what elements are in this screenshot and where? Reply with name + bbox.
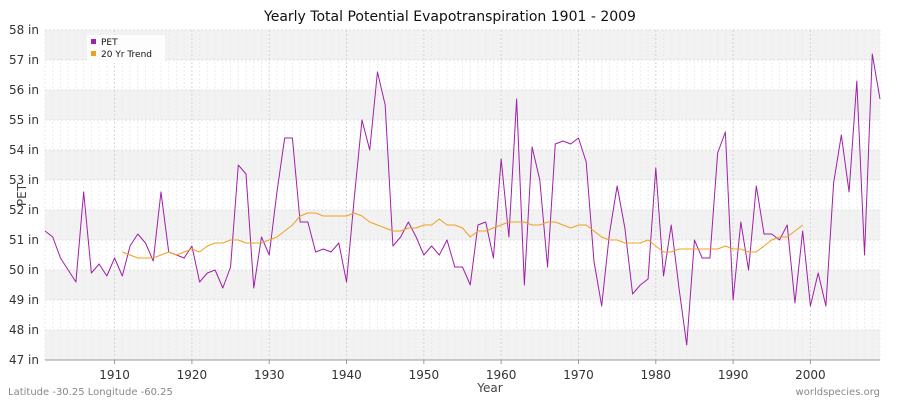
y-tick-label: 56 in <box>9 83 39 97</box>
y-tick-label: 58 in <box>9 23 39 37</box>
series-lines <box>44 53 881 346</box>
y-tick-label: 57 in <box>9 53 39 67</box>
x-axis: 1910 1920 1930 1940 1950 1960 1970 1980 1990 2000 <box>99 360 826 382</box>
y-tick-label: 47 in <box>9 353 39 367</box>
x-tick-label: 1950 <box>409 368 440 382</box>
x-tick-label: 1960 <box>486 368 517 382</box>
legend-swatch-pet <box>91 39 96 44</box>
x-tick-label: 1940 <box>331 368 362 382</box>
footer-coordinates: Latitude -30.25 Longitude -60.25 <box>8 387 173 398</box>
y-axis-label: PET <box>15 183 29 206</box>
y-tick-label: 48 in <box>9 323 39 337</box>
trend-line <box>122 212 803 259</box>
x-tick-label: 1970 <box>563 368 594 382</box>
y-axis: 47 in 48 in 49 in 50 in 51 in 52 in 53 in 54 in… <box>9 23 39 367</box>
y-tick-label: 50 in <box>9 263 39 277</box>
x-tick-label: 1990 <box>718 368 749 382</box>
chart-title: Yearly Total Potential Evapotranspiratio… <box>263 9 636 25</box>
x-tick-label: 1980 <box>641 368 672 382</box>
legend: PET 20 Yr Trend <box>87 35 165 63</box>
y-tick-label: 53 in <box>9 173 39 187</box>
legend-swatch-trend <box>91 51 96 56</box>
legend-label-trend: 20 Yr Trend <box>101 50 152 60</box>
x-tick-label: 2000 <box>795 368 826 382</box>
x-axis-label: Year <box>476 381 502 395</box>
footer-source: worldspecies.org <box>796 387 880 398</box>
y-tick-label: 49 in <box>9 293 39 307</box>
pet-line <box>44 53 881 346</box>
y-tick-label: 52 in <box>9 203 39 217</box>
legend-label-pet: PET <box>101 38 118 48</box>
y-tick-label: 55 in <box>9 113 39 127</box>
y-tick-label: 54 in <box>9 143 39 157</box>
y-tick-label: 51 in <box>9 233 39 247</box>
legend-box <box>87 35 165 63</box>
x-tick-label: 1920 <box>177 368 208 382</box>
x-tick-label: 1930 <box>254 368 285 382</box>
x-tick-label: 1910 <box>99 368 130 382</box>
